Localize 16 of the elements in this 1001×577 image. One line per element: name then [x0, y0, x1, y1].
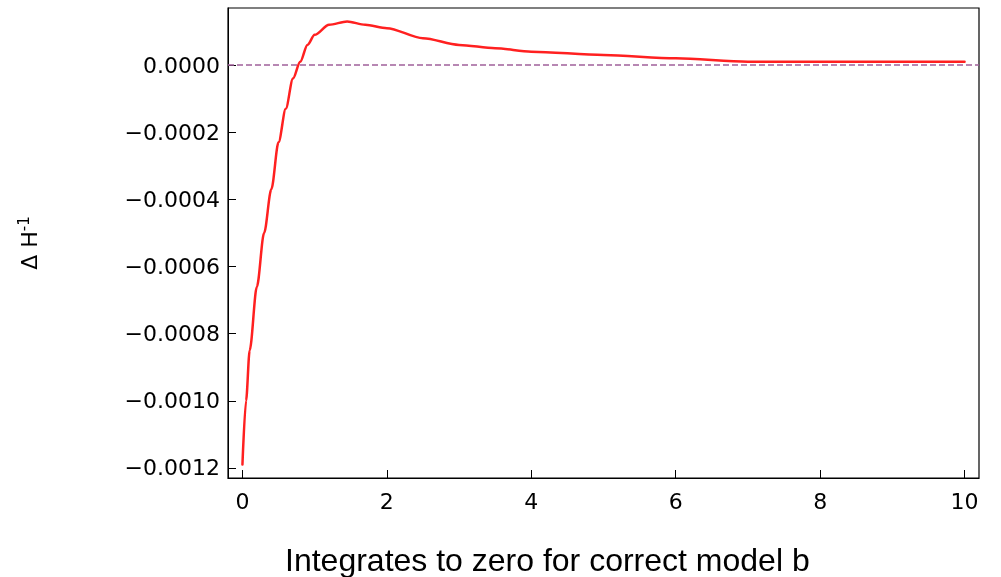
y-tick-label: −0.0010: [124, 388, 220, 414]
y-tick-label: −0.0012: [124, 455, 220, 481]
y-axis-title: Δ H-1: [14, 216, 42, 270]
x-tick-label: 8: [813, 488, 828, 514]
y-tick-label: −0.0002: [124, 119, 220, 145]
y-tick-label: −0.0004: [124, 186, 220, 212]
x-tick-label: 0: [235, 488, 250, 514]
x-tick-label: 6: [668, 488, 683, 514]
text: Integrates to zero for correct model b: [285, 542, 810, 577]
y-tick-label: 0.0000: [143, 52, 220, 78]
line-series: [241, 20, 966, 466]
x-tick-label: 4: [524, 488, 539, 514]
y-tick-label: −0.0008: [124, 321, 220, 347]
x-tick-label: 10: [950, 488, 979, 514]
y-tick-label: −0.0006: [124, 254, 220, 279]
x-tick-label: 2: [379, 488, 394, 514]
